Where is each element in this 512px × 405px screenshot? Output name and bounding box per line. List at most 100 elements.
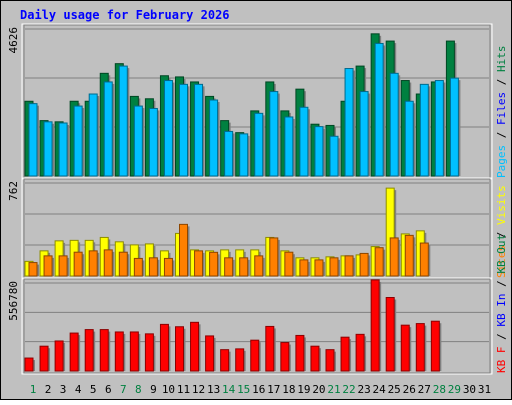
legend-label-1: / — [495, 327, 508, 347]
bar-sites-day-10 — [163, 257, 173, 277]
x-tick-label: 22 — [342, 383, 355, 396]
bar-sites-day-4 — [73, 251, 83, 277]
bar-pages-day-8 — [133, 105, 143, 177]
bar-sites-day-25 — [389, 237, 399, 277]
bar-pages-day-4 — [73, 105, 83, 177]
bar-kb-f-day-5 — [84, 329, 94, 372]
panel-2: 762 Sites / Visits — [7, 177, 508, 280]
x-tick-label: 14 — [222, 383, 236, 396]
bar-kb-f-day-11 — [175, 326, 184, 372]
legend-label-0: Sites — [495, 245, 508, 278]
y-max-label: 762 — [7, 181, 20, 201]
bar-kb-f-day-28 — [430, 320, 440, 372]
y-max-label: 556780 — [7, 281, 20, 321]
bar-kb-f-day-6 — [99, 329, 109, 372]
panel-bevel — [21, 277, 493, 375]
panel-legend: KB F / KB In / KB Out — [495, 234, 508, 373]
legend-label-1: / — [495, 125, 508, 145]
bar-sites-day-9 — [148, 257, 158, 277]
bar-sites-day-27 — [419, 242, 429, 277]
bar-kb-f-day-14 — [220, 349, 230, 372]
legend-label-2: Visits — [495, 185, 508, 225]
bar-pages-day-10 — [163, 80, 173, 177]
x-tick-label: 20 — [312, 383, 325, 396]
bar-pages-day-21 — [329, 135, 339, 177]
x-tick-label: 31 — [478, 383, 491, 396]
bar-kb-f-day-8 — [129, 331, 139, 372]
x-tick-label: 11 — [177, 383, 190, 396]
bar-sites-day-5 — [88, 250, 98, 277]
bar-pages-day-1 — [28, 103, 38, 177]
x-tick-label: 1 — [30, 383, 37, 396]
x-tick-label: 6 — [105, 383, 112, 396]
chart-title: Daily usage for February 2026 — [20, 8, 230, 22]
bar-kb-f-day-22 — [340, 336, 350, 372]
x-tick-label: 12 — [192, 383, 205, 396]
bar-pages-day-13 — [209, 99, 219, 177]
x-tick-label: 29 — [448, 383, 461, 396]
x-tick-label: 8 — [135, 383, 142, 396]
bar-pages-day-6 — [103, 81, 113, 177]
bar-pages-day-24 — [374, 42, 384, 177]
x-tick-label: 27 — [418, 383, 431, 396]
bar-sites-day-22 — [344, 255, 354, 277]
legend-label-2: Files — [495, 92, 508, 125]
bar-pages-day-15 — [239, 133, 249, 177]
legend-label-3: / — [495, 72, 508, 92]
bar-sites-day-11 — [179, 223, 188, 277]
bar-kb-f-day-12 — [190, 321, 200, 372]
x-tick-label: 10 — [162, 383, 175, 396]
legend-label-4: Hits — [495, 46, 508, 73]
bar-sites-day-13 — [209, 251, 219, 277]
panel-legend: Pages / Files / Hits — [495, 46, 508, 179]
bar-kb-f-day-19 — [295, 334, 305, 372]
legend-label-3: / — [495, 274, 508, 294]
bar-pages-day-9 — [148, 107, 158, 177]
bar-pages-day-16 — [254, 112, 264, 177]
x-tick-label: 3 — [60, 383, 67, 396]
bar-pages-day-7 — [118, 65, 128, 177]
bar-sites-day-21 — [329, 257, 339, 277]
x-tick-label: 17 — [267, 383, 280, 396]
bar-sites-day-14 — [224, 257, 234, 277]
bar-kb-f-day-23 — [355, 333, 365, 372]
x-tick-label: 9 — [150, 383, 157, 396]
bar-pages-day-26 — [404, 100, 414, 177]
bar-sites-day-15 — [239, 257, 249, 277]
bar-kb-f-day-24 — [370, 279, 380, 372]
bar-kb-f-day-25 — [385, 297, 395, 372]
bar-kb-f-day-18 — [280, 342, 290, 372]
x-tick-label: 13 — [207, 383, 220, 396]
bar-pages-day-19 — [299, 106, 309, 177]
x-tick-label: 7 — [120, 383, 127, 396]
legend-label-2: KB In — [495, 294, 508, 327]
x-tick-label: 28 — [433, 383, 446, 396]
bar-pages-day-12 — [194, 83, 204, 177]
bar-sites-day-8 — [133, 257, 143, 277]
bar-sites-day-16 — [254, 255, 264, 277]
x-tick-label: 4 — [75, 383, 82, 396]
bar-sites-day-2 — [43, 255, 53, 277]
bar-kb-f-day-2 — [39, 345, 49, 372]
bar-sites-day-23 — [359, 252, 369, 277]
bar-kb-f-day-7 — [114, 331, 124, 372]
panel-1: 4626 Pages / Files / Hits — [7, 23, 508, 180]
bar-sites-day-24 — [374, 247, 384, 277]
x-tick-label: 30 — [463, 383, 476, 396]
bar-pages-day-2 — [43, 121, 53, 177]
bar-pages-day-17 — [269, 91, 279, 177]
bar-kb-f-day-1 — [24, 357, 34, 372]
bar-kb-f-day-21 — [325, 349, 335, 372]
x-tick-label: 26 — [403, 383, 416, 396]
bar-kb-f-day-16 — [250, 339, 260, 372]
bar-sites-day-6 — [103, 249, 113, 277]
bar-pages-day-14 — [224, 130, 234, 177]
bar-pages-day-23 — [359, 91, 369, 177]
bar-pages-day-5 — [88, 93, 98, 177]
x-tick-label: 23 — [357, 383, 370, 396]
bar-kb-f-day-17 — [265, 325, 275, 372]
bar-pages-day-22 — [344, 68, 354, 177]
bar-kb-f-day-26 — [400, 324, 410, 372]
x-tick-label: 5 — [90, 383, 97, 396]
